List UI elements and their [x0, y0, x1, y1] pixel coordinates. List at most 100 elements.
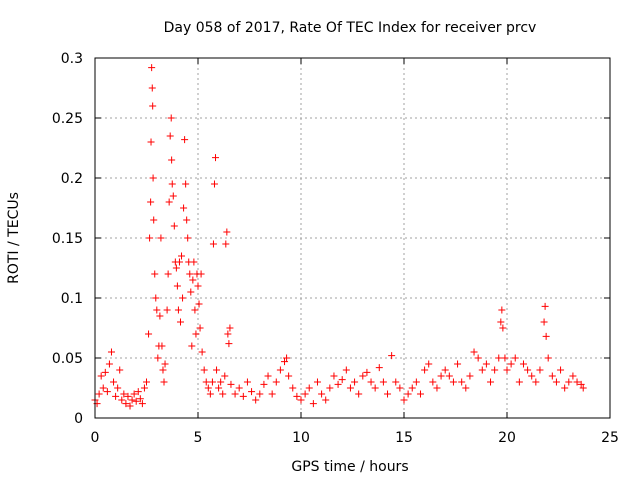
- data-point: [197, 270, 205, 278]
- data-point: [107, 348, 115, 356]
- data-point: [153, 306, 161, 314]
- data-point: [192, 330, 200, 338]
- data-point: [168, 180, 176, 188]
- data-point: [97, 372, 105, 380]
- data-point: [134, 388, 142, 396]
- y-tick-label: 0.1: [61, 291, 83, 307]
- data-point: [99, 384, 107, 392]
- x-tick-label: 5: [194, 430, 203, 446]
- data-point: [338, 376, 346, 384]
- data-point: [145, 330, 153, 338]
- data-point: [548, 372, 556, 380]
- data-point: [126, 402, 134, 410]
- data-point: [178, 252, 186, 260]
- data-point: [128, 396, 136, 404]
- data-point: [204, 384, 212, 392]
- data-point: [573, 378, 581, 386]
- data-point: [313, 378, 321, 386]
- data-point: [206, 390, 214, 398]
- data-point: [235, 384, 243, 392]
- data-point: [252, 396, 260, 404]
- data-point: [375, 364, 383, 372]
- data-points: [91, 64, 587, 410]
- data-point: [416, 390, 424, 398]
- data-point: [186, 270, 194, 278]
- y-axis-label: ROTI / TECUs: [6, 192, 22, 284]
- data-point: [334, 380, 342, 388]
- data-point: [188, 342, 196, 350]
- data-point: [149, 174, 157, 182]
- data-point: [194, 282, 202, 290]
- data-point: [224, 330, 232, 338]
- data-point: [161, 360, 169, 368]
- data-point: [212, 154, 220, 162]
- data-point: [170, 222, 178, 230]
- data-point: [256, 390, 264, 398]
- data-point: [147, 138, 155, 146]
- data-point: [154, 354, 162, 362]
- data-point: [498, 306, 506, 314]
- data-point: [470, 348, 478, 356]
- data-point: [146, 234, 154, 242]
- data-point: [445, 372, 453, 380]
- data-point: [156, 312, 164, 320]
- data-point: [507, 360, 515, 368]
- data-point: [198, 348, 206, 356]
- data-point: [202, 378, 210, 386]
- data-point: [497, 318, 505, 326]
- data-point: [225, 340, 233, 348]
- y-tick-label: 0.2: [61, 171, 83, 187]
- data-point: [231, 390, 239, 398]
- data-point: [124, 392, 132, 400]
- data-point: [293, 392, 301, 400]
- data-point: [105, 360, 113, 368]
- y-tick-label: 0: [74, 411, 83, 427]
- data-point: [223, 228, 231, 236]
- data-point: [164, 270, 172, 278]
- data-point: [408, 384, 416, 392]
- data-point: [532, 378, 540, 386]
- data-point: [544, 354, 552, 362]
- data-point: [326, 384, 334, 392]
- data-point: [152, 294, 160, 302]
- data-point: [165, 198, 173, 206]
- data-point: [528, 372, 536, 380]
- data-point: [103, 388, 111, 396]
- data-point: [569, 372, 577, 380]
- x-tick-label: 10: [292, 430, 310, 446]
- data-point: [166, 132, 174, 140]
- data-point: [557, 366, 565, 374]
- data-point: [217, 378, 225, 386]
- data-point: [524, 366, 532, 374]
- data-point: [190, 258, 198, 266]
- data-point: [239, 392, 247, 400]
- data-point: [260, 380, 268, 388]
- data-point: [174, 306, 182, 314]
- data-point: [501, 354, 509, 362]
- x-tick-label: 0: [91, 430, 100, 446]
- data-point: [487, 378, 495, 386]
- data-point: [191, 306, 199, 314]
- data-point: [227, 380, 235, 388]
- data-point: [552, 378, 560, 386]
- data-point: [110, 378, 118, 386]
- data-point: [322, 396, 330, 404]
- data-point: [363, 368, 371, 376]
- data-point: [474, 354, 482, 362]
- data-point: [138, 400, 146, 408]
- data-point: [384, 390, 392, 398]
- data-point: [462, 384, 470, 392]
- data-point: [248, 388, 256, 396]
- data-point: [179, 294, 187, 302]
- data-point: [540, 318, 548, 326]
- data-point: [143, 378, 150, 386]
- y-tick-label: 0.25: [52, 111, 83, 127]
- data-point: [116, 366, 124, 374]
- data-point: [169, 192, 177, 200]
- data-point: [112, 392, 120, 400]
- data-point: [491, 366, 499, 374]
- data-point: [160, 378, 168, 386]
- y-tick-label: 0.05: [52, 351, 83, 367]
- data-point: [281, 358, 289, 366]
